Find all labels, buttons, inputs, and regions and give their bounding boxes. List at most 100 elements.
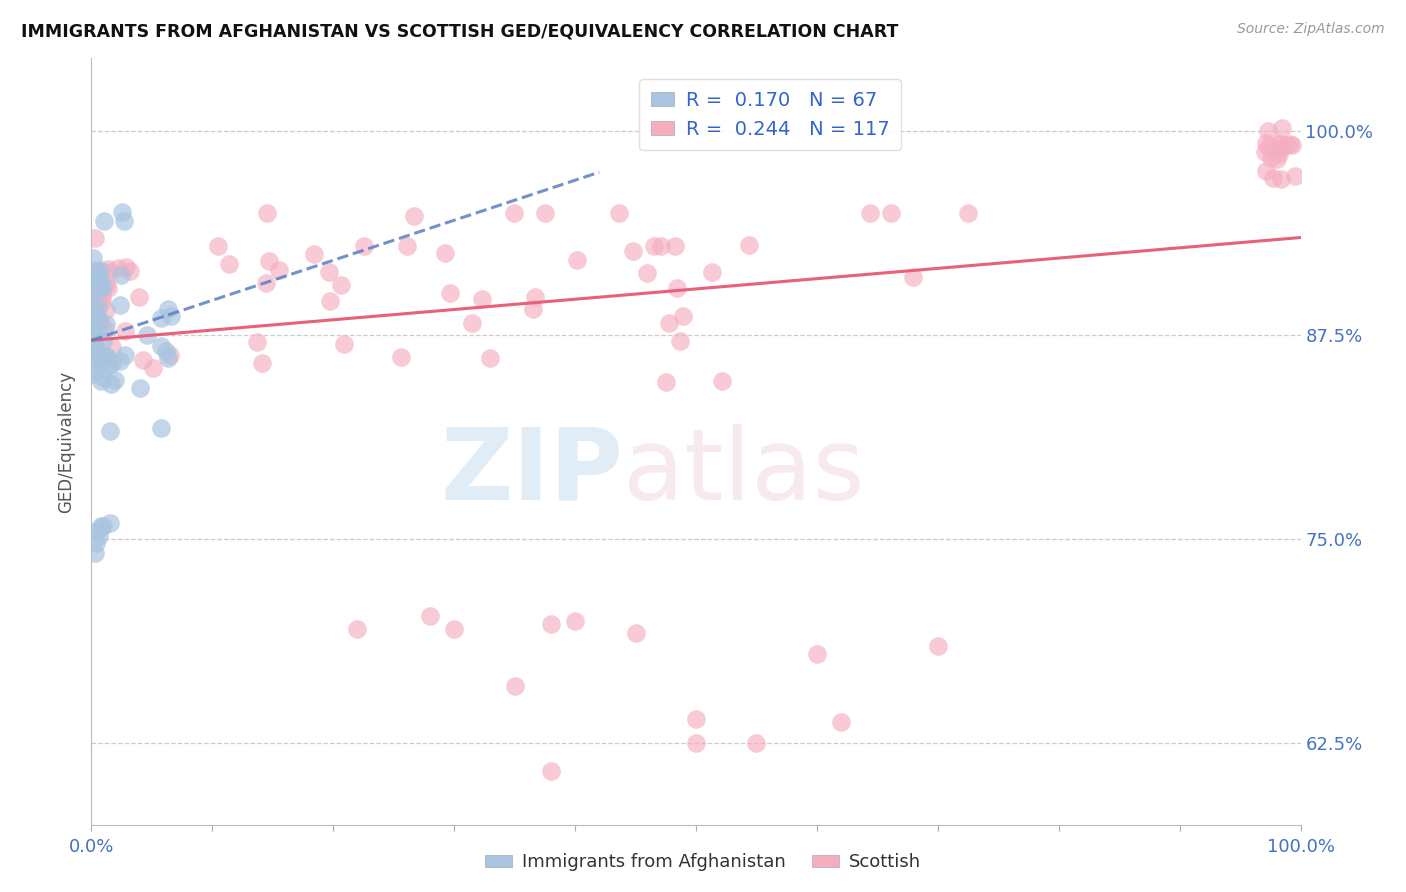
Point [1254,136,1277,150]
Point [479,351,502,365]
Point [84,342,107,356]
Point [159,309,181,323]
Point [672,310,695,324]
Point [118,264,141,278]
Point [142,360,165,375]
Point [82,279,104,293]
Point [94,321,117,335]
Point [94,278,117,293]
Point [1260,151,1282,165]
Point [1263,170,1285,185]
Text: atlas: atlas [623,424,865,521]
Point [254,276,277,290]
Point [443,622,465,636]
Point [156,351,179,365]
Point [87,285,110,300]
Point [664,238,686,252]
Point [84,286,107,301]
Point [87,311,110,326]
Point [880,206,903,220]
Point [114,348,136,362]
Point [1281,137,1303,152]
Point [267,263,290,277]
Point [522,302,544,317]
Point [100,376,122,391]
Point [156,301,179,316]
Point [1265,152,1288,166]
Point [82,276,104,290]
Point [86,283,108,297]
Point [806,647,828,661]
Point [565,253,588,268]
Point [353,238,375,252]
Point [1270,172,1292,186]
Point [318,265,340,279]
Point [82,288,104,302]
Point [82,275,104,289]
Point [83,320,105,334]
Point [419,609,441,624]
Point [607,206,630,220]
Point [91,334,114,348]
Point [84,364,107,378]
Point [745,737,768,751]
Point [112,214,135,228]
Point [1267,147,1289,161]
Point [83,319,105,334]
Point [108,298,131,312]
Point [90,289,112,303]
Point [957,206,980,220]
Point [650,238,672,252]
Point [90,286,112,301]
Point [89,263,111,277]
Point [104,373,127,387]
Point [471,292,494,306]
Point [711,374,734,388]
Point [207,239,229,253]
Point [136,328,159,343]
Point [96,349,118,363]
Point [1257,124,1279,138]
Point [858,206,880,220]
Point [540,617,562,632]
Point [346,622,368,636]
Point [1268,137,1291,152]
Legend: R =  0.170   N = 67, R =  0.244   N = 117: R = 0.170 N = 67, R = 0.244 N = 117 [640,79,901,150]
Point [93,214,115,228]
Point [246,334,269,349]
Point [98,516,121,530]
Point [86,315,108,329]
Point [87,281,110,295]
Point [218,257,240,271]
Y-axis label: GED/Equivalency: GED/Equivalency [58,370,76,513]
Point [624,625,647,640]
Point [250,356,273,370]
Point [128,381,150,395]
Point [1275,138,1298,153]
Point [159,348,181,362]
Point [84,329,107,343]
Point [461,316,484,330]
Point [259,254,281,268]
Point [90,316,112,330]
Point [434,246,457,260]
Text: Source: ZipAtlas.com: Source: ZipAtlas.com [1237,22,1385,37]
Point [86,524,108,539]
Point [83,307,105,321]
Point [82,341,104,355]
Point [101,340,124,354]
Point [114,325,136,339]
Point [149,421,172,435]
Point [621,244,644,258]
Point [83,276,105,290]
Point [89,272,111,286]
Point [107,261,129,276]
Point [83,328,105,343]
Point [927,639,949,653]
Point [643,238,665,252]
Point [149,339,172,353]
Point [128,290,150,304]
Point [86,320,108,334]
Point [391,350,413,364]
Point [82,263,104,277]
